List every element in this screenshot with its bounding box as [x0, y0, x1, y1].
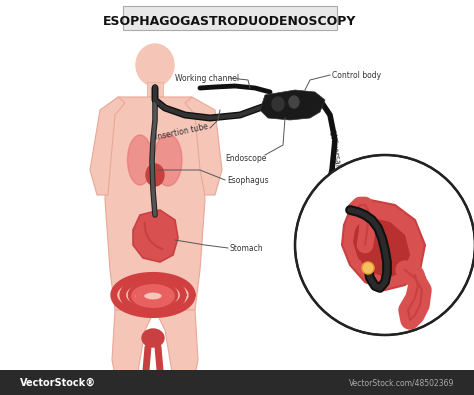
- Circle shape: [295, 155, 474, 335]
- Text: Universal cable: Universal cable: [328, 130, 346, 190]
- Ellipse shape: [154, 134, 182, 186]
- Text: VectorStock.com/48502369: VectorStock.com/48502369: [348, 378, 454, 387]
- Polygon shape: [112, 310, 155, 390]
- Polygon shape: [90, 97, 125, 195]
- FancyBboxPatch shape: [147, 82, 163, 97]
- Ellipse shape: [272, 97, 284, 111]
- FancyBboxPatch shape: [123, 6, 337, 30]
- Text: Control body: Control body: [332, 70, 381, 79]
- Circle shape: [362, 262, 374, 274]
- Polygon shape: [105, 97, 205, 310]
- Polygon shape: [133, 210, 178, 262]
- Ellipse shape: [142, 329, 164, 347]
- Text: Stomach: Stomach: [230, 243, 264, 252]
- Text: Endoscope: Endoscope: [225, 154, 266, 162]
- FancyBboxPatch shape: [0, 370, 474, 395]
- Text: ESOPHAGOGASTRODUODENOSCOPY: ESOPHAGOGASTRODUODENOSCOPY: [103, 15, 357, 28]
- Ellipse shape: [136, 44, 174, 86]
- Polygon shape: [155, 310, 198, 390]
- Text: Working channel: Working channel: [175, 73, 239, 83]
- Polygon shape: [260, 90, 325, 120]
- Text: VectorStock®: VectorStock®: [20, 378, 96, 388]
- Text: Insertion tube: Insertion tube: [155, 122, 210, 142]
- Text: Esophagus: Esophagus: [227, 175, 269, 184]
- Polygon shape: [185, 97, 222, 195]
- Ellipse shape: [146, 164, 164, 186]
- Ellipse shape: [289, 96, 299, 108]
- Polygon shape: [353, 218, 410, 278]
- Ellipse shape: [128, 135, 153, 185]
- Polygon shape: [342, 200, 425, 290]
